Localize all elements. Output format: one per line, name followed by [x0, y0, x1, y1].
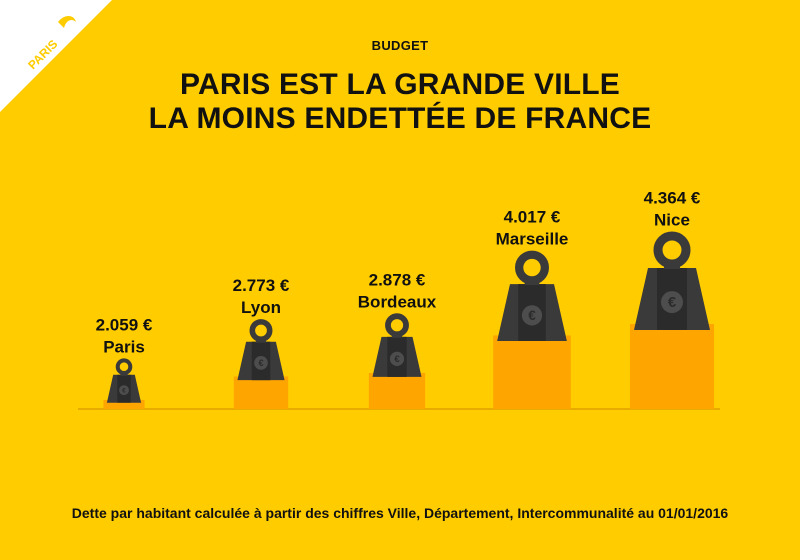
city-label: Nice: [654, 211, 690, 230]
value-label: 2.878 €: [369, 270, 426, 289]
euro-symbol-icon: €: [258, 358, 263, 368]
value-label: 2.773 €: [233, 276, 290, 295]
bar-stand: [368, 372, 426, 409]
city-label: Marseille: [496, 230, 569, 249]
bar-group-marseille: € Marseille 4.017 €: [493, 208, 571, 409]
euro-coin-icon: [389, 351, 405, 366]
value-label: 2.059 €: [96, 315, 153, 334]
euro-coin-icon: [119, 385, 129, 396]
value-label: 4.017 €: [504, 208, 561, 227]
euro-coin-icon: [521, 305, 543, 326]
city-label: Paris: [103, 337, 145, 356]
weight-ring: [115, 358, 133, 376]
euro-coin-icon: [254, 356, 268, 370]
euro-symbol-icon: €: [394, 354, 400, 365]
euro-symbol-icon: €: [668, 295, 677, 311]
bar-stand: [493, 335, 571, 409]
bar-group-paris: € Paris 2.059 €: [96, 315, 153, 409]
city-label: Lyon: [241, 298, 281, 317]
section-label: BUDGET: [371, 38, 429, 53]
badge-background: [0, 0, 112, 112]
euro-coin-icon: [661, 291, 683, 314]
euro-symbol-icon: €: [122, 387, 126, 394]
bar-stand: [233, 376, 289, 409]
bar-group-nice: € Nice 4.364 €: [630, 189, 714, 409]
bar-stand: [103, 400, 145, 409]
euro-symbol-icon: €: [528, 308, 536, 323]
bar-group-lyon: € Lyon 2.773 €: [233, 276, 290, 409]
bars-layer: € Paris 2.059 € € Lyon 2.773 € € Bordeaux 2.878 …: [96, 189, 714, 409]
title-line-1: PARIS EST LA GRANDE VILLE: [179, 68, 621, 101]
source-footnote: Dette par habitant calculée à partir des…: [71, 505, 729, 521]
page-title: PARIS EST LA GRANDE VILLE LA MOINS ENDET…: [0, 68, 800, 136]
weight-ring: [249, 319, 273, 343]
bar-stand: [630, 324, 714, 409]
city-label: Bordeaux: [358, 292, 437, 311]
value-label: 4.364 €: [644, 189, 701, 208]
bar-group-bordeaux: € Bordeaux 2.878 €: [358, 270, 437, 409]
weight-ring: [385, 313, 409, 338]
weight-ring: [653, 231, 691, 269]
title-line-2: LA MOINS ENDETTÉE DE FRANCE: [148, 102, 652, 135]
weight-ring: [515, 250, 549, 285]
paris-logo-icon: [58, 16, 76, 28]
